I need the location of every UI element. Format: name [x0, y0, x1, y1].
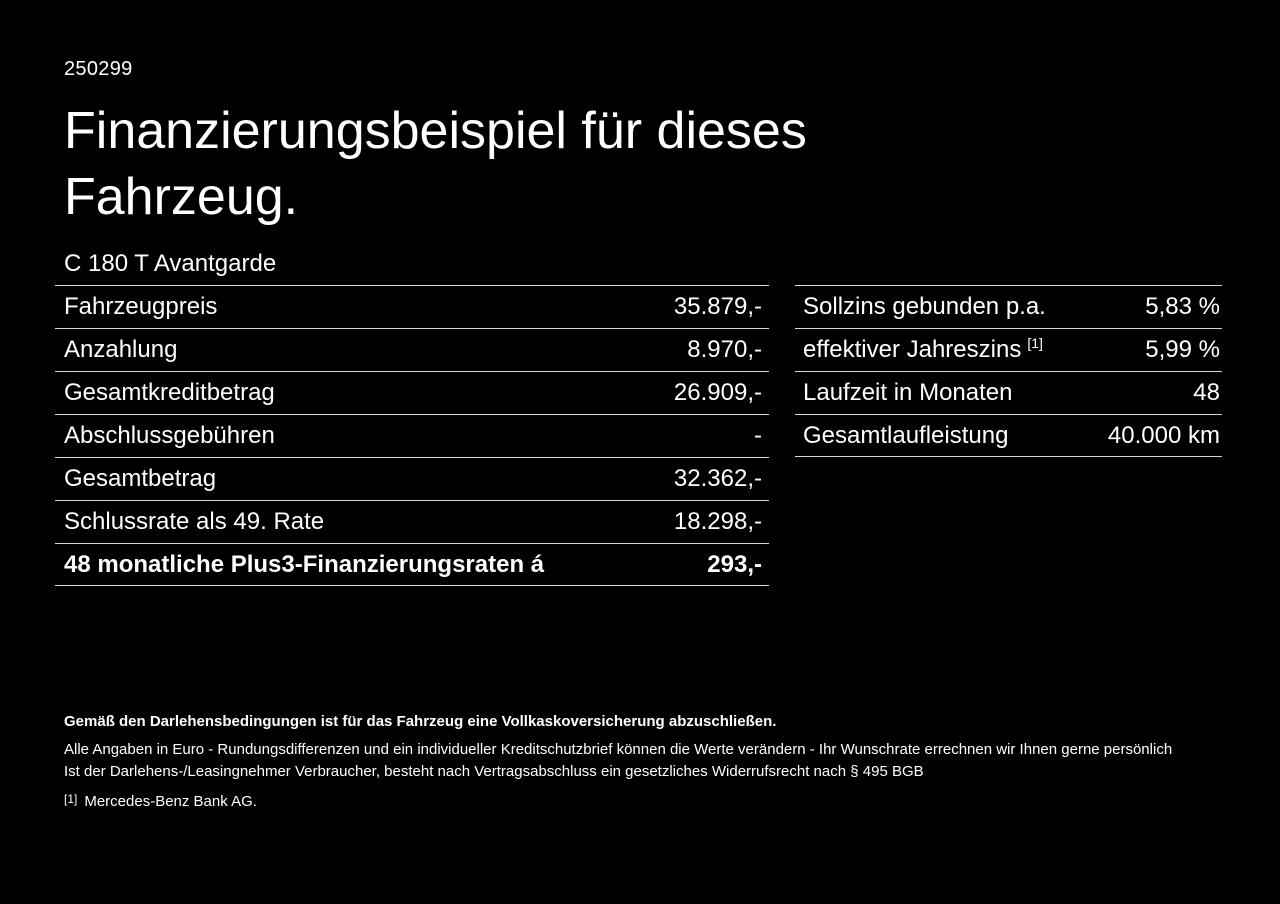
- financing-tables: Fahrzeugpreis 35.879,- Anzahlung 8.970,-…: [55, 285, 1222, 586]
- footnote-reference: [1]: [1027, 335, 1043, 351]
- row-value: 32.362,-: [673, 465, 762, 492]
- table-row: Gesamtlaufleistung 40.000 km: [795, 414, 1222, 457]
- table-row: Anzahlung 8.970,-: [55, 328, 769, 371]
- row-label-text: effektiver Jahreszins: [803, 336, 1022, 363]
- disclaimer-line-1: Alle Angaben in Euro - Rundungsdifferenz…: [64, 741, 1173, 758]
- table-row: Sollzins gebunden p.a. 5,83 %: [795, 285, 1222, 328]
- footer-notes: Gemäß den Darlehensbedingungen ist für d…: [64, 711, 1216, 813]
- row-label: Laufzeit in Monaten: [803, 379, 1013, 406]
- row-label: Anzahlung: [64, 336, 178, 363]
- row-value: 293,-: [707, 550, 762, 578]
- table-row: Fahrzeugpreis 35.879,-: [55, 285, 769, 328]
- footnote-marker: [1]: [64, 792, 78, 806]
- row-label: Gesamtlaufleistung: [803, 421, 1009, 449]
- row-label: effektiver Jahreszins [1]: [803, 335, 1043, 364]
- disclaimer-line-2: Ist der Darlehens-/Leasingnehmer Verbrau…: [64, 763, 924, 780]
- row-value: 35.879,-: [673, 293, 762, 320]
- row-label: Gesamtbetrag: [64, 465, 217, 492]
- conditions-table: Sollzins gebunden p.a. 5,83 % effektiver…: [795, 285, 1222, 457]
- row-label: Fahrzeugpreis: [64, 293, 218, 320]
- footnote-text: Mercedes-Benz Bank AG.: [84, 793, 257, 810]
- table-row: Gesamtbetrag 32.362,-: [55, 457, 769, 500]
- footnote-line: [1] Mercedes-Benz Bank AG.: [64, 791, 1216, 813]
- vehicle-model: C 180 T Avantgarde: [64, 250, 277, 277]
- row-label: Gesamtkreditbetrag: [64, 379, 275, 406]
- row-value: 8.970,-: [687, 336, 762, 363]
- page-title: Finanzierungsbeispiel für dieses Fahrzeu…: [64, 102, 807, 226]
- row-label: Sollzins gebunden p.a.: [803, 293, 1046, 320]
- table-row: Laufzeit in Monaten 48: [795, 371, 1222, 414]
- row-value: 40.000 km: [1107, 421, 1220, 449]
- row-value: -: [754, 422, 762, 449]
- insurance-note: Gemäß den Darlehensbedingungen ist für d…: [64, 713, 777, 730]
- row-value: 5,99 %: [1145, 336, 1220, 363]
- table-row: Schlussrate als 49. Rate 18.298,-: [55, 500, 769, 543]
- table-row: Gesamtkreditbetrag 26.909,-: [55, 371, 769, 414]
- table-row: effektiver Jahreszins [1] 5,99 %: [795, 328, 1222, 371]
- offer-reference-number: 250299: [64, 58, 133, 80]
- row-label: Abschlussgebühren: [64, 422, 275, 449]
- finance-table: Fahrzeugpreis 35.879,- Anzahlung 8.970,-…: [55, 285, 769, 586]
- row-value: 48: [1193, 379, 1220, 406]
- table-row-monthly-rate: 48 monatliche Plus3-Finanzierungsraten á…: [55, 543, 769, 586]
- row-value: 26.909,-: [673, 379, 762, 406]
- row-value: 18.298,-: [673, 508, 762, 535]
- row-label: 48 monatliche Plus3-Finanzierungsraten á: [64, 550, 545, 578]
- row-label: Schlussrate als 49. Rate: [64, 508, 325, 535]
- table-row: Abschlussgebühren -: [55, 414, 769, 457]
- row-value: 5,83 %: [1145, 293, 1220, 320]
